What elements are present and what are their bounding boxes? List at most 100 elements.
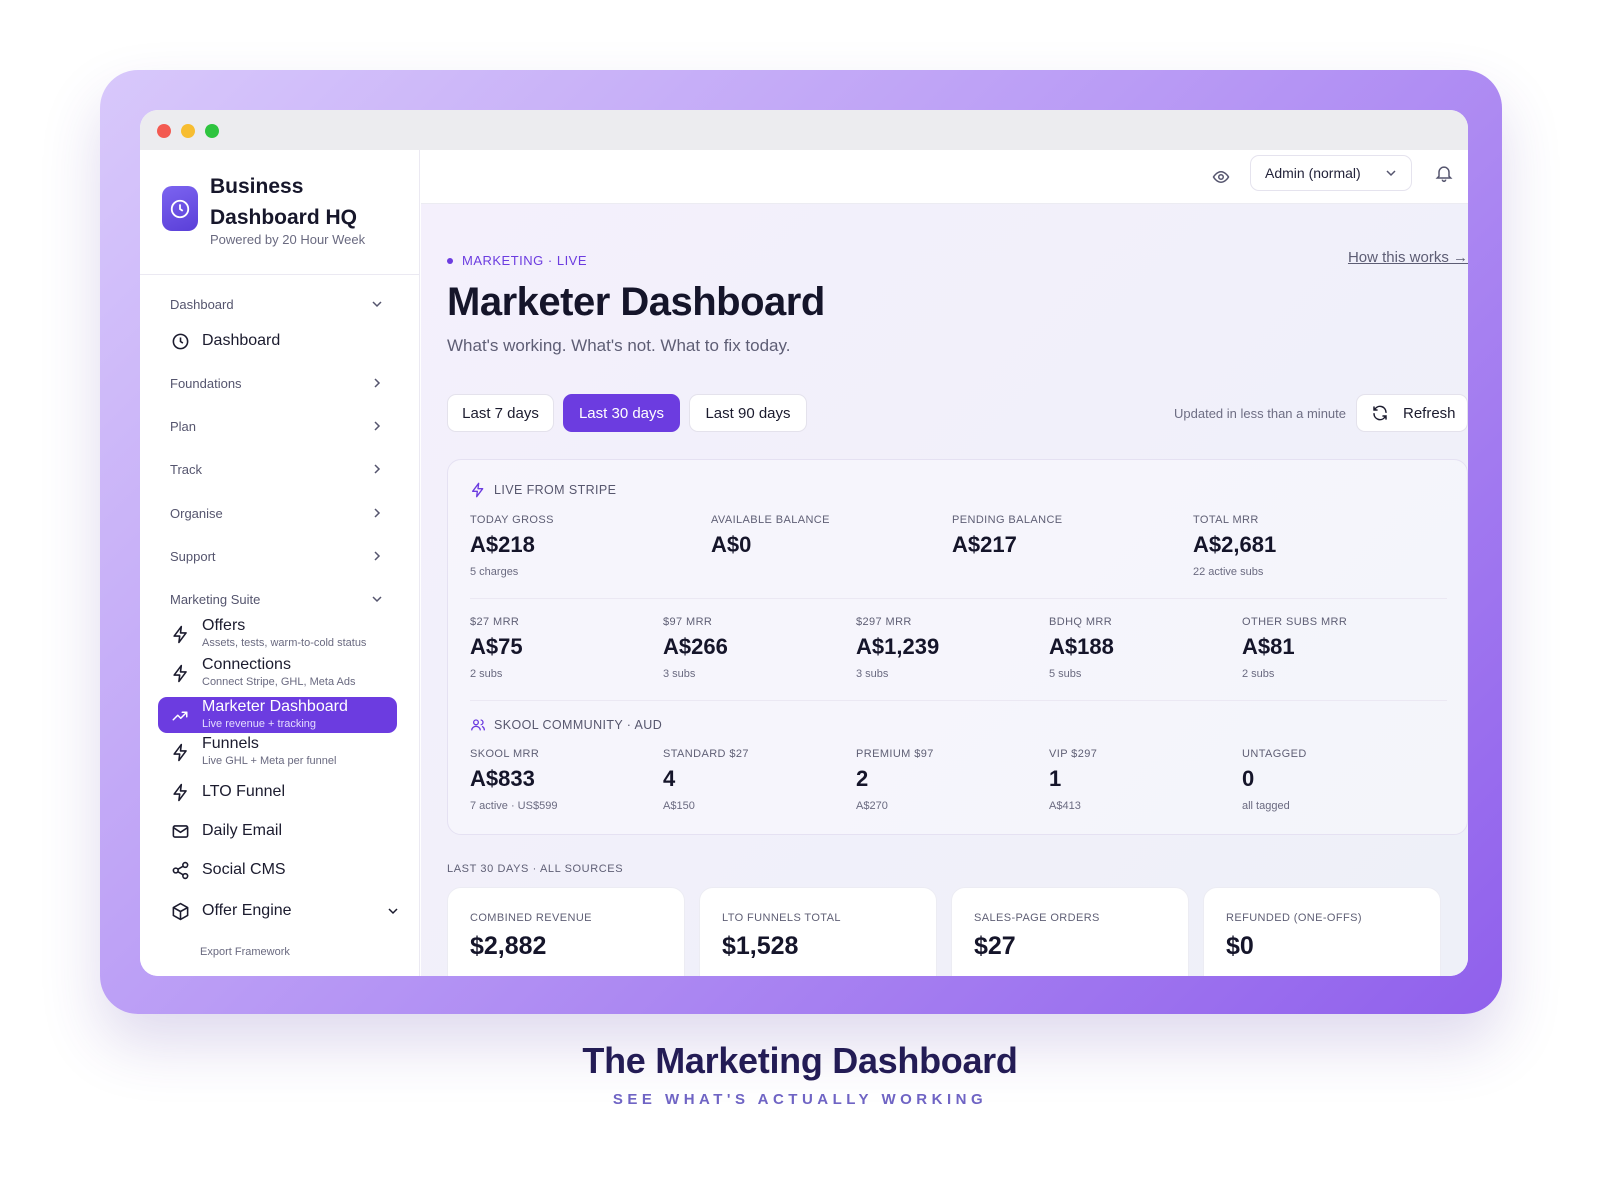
chevron-down-icon bbox=[388, 908, 398, 915]
metric-value: 4 bbox=[663, 766, 676, 791]
metric-sub: 3 subs bbox=[856, 668, 889, 680]
sidebar-item-offer-engine[interactable]: Offer Engine bbox=[170, 896, 399, 926]
metric-27-mrr: $27 MRR A$75 2 subs bbox=[470, 616, 523, 680]
chevron-right-icon bbox=[374, 378, 381, 388]
page-subtitle: What's working. What's not. What to fix … bbox=[447, 336, 791, 355]
metric-sub: A$150 bbox=[663, 800, 695, 812]
metric-today-gross: TODAY GROSS A$218 5 charges bbox=[470, 514, 554, 578]
sidebar-item-export-framework[interactable]: Export Framework bbox=[200, 937, 399, 967]
summary-value: $1,528 bbox=[722, 932, 799, 960]
summary-card-sales-page-orders: SALES-PAGE ORDERS $27 bbox=[951, 887, 1189, 976]
sidebar-item-marketer-dashboard[interactable]: Marketer Dashboard Live revenue + tracki… bbox=[158, 697, 397, 733]
sidebar-item-label: Dashboard bbox=[202, 332, 281, 349]
caption-subtitle: SEE WHAT'S ACTUALLY WORKING bbox=[612, 1091, 988, 1108]
metric-sub: 7 active · US$599 bbox=[470, 800, 558, 812]
range-last-7-days[interactable]: Last 7 days bbox=[447, 394, 554, 432]
range-last-90-days[interactable]: Last 90 days bbox=[689, 394, 807, 432]
metric-value: 1 bbox=[1049, 766, 1062, 791]
chevron-right-icon bbox=[374, 508, 381, 518]
role-select-value: Admin (normal) bbox=[1265, 165, 1361, 181]
range-last-30-days[interactable]: Last 30 days bbox=[563, 394, 680, 432]
minimize-window-button[interactable] bbox=[181, 124, 195, 138]
how-this-works-link[interactable]: How this works → bbox=[1347, 249, 1468, 266]
sidebar-group-dashboard[interactable]: Dashboard bbox=[170, 293, 383, 315]
metric-label: UNTAGGED bbox=[1242, 748, 1307, 760]
group-label: Plan bbox=[170, 418, 197, 434]
sidebar-item-daily-email[interactable]: Daily Email bbox=[170, 816, 399, 846]
maximize-window-button[interactable] bbox=[205, 124, 219, 138]
metric-value: A$75 bbox=[470, 634, 523, 659]
metric-other-subs-mrr: OTHER SUBS MRR A$81 2 subs bbox=[1242, 616, 1347, 680]
summary-value: $2,882 bbox=[470, 932, 547, 960]
chevron-down-icon bbox=[1386, 170, 1396, 177]
divider bbox=[140, 274, 419, 275]
metric-label: TODAY GROSS bbox=[470, 514, 554, 526]
group-label: Support bbox=[170, 548, 216, 564]
sidebar-group-foundations[interactable]: Foundations bbox=[170, 372, 383, 394]
sidebar-item-dashboard[interactable]: Dashboard bbox=[170, 326, 399, 356]
summary-value: $27 bbox=[974, 932, 1016, 960]
page-title: Marketer Dashboard bbox=[447, 280, 825, 324]
live-indicator-dot bbox=[447, 257, 453, 264]
divider bbox=[470, 598, 1447, 599]
metric-label: PREMIUM $97 bbox=[856, 748, 934, 760]
metric-value: A$2,681 bbox=[1193, 532, 1277, 557]
summary-card-lto-funnels: LTO FUNNELS TOTAL $1,528 bbox=[699, 887, 937, 976]
sidebar-item-connections[interactable]: Connections Connect Stripe, GHL, Meta Ad… bbox=[170, 655, 399, 691]
bolt-icon bbox=[172, 783, 187, 801]
metric-value: A$1,239 bbox=[856, 634, 940, 659]
bolt-icon bbox=[172, 664, 187, 682]
metric-value: A$218 bbox=[470, 532, 535, 557]
metric-label: PENDING BALANCE bbox=[952, 514, 1063, 526]
sidebar-item-label: Offer Engine bbox=[202, 902, 292, 919]
sidebar-item-offers[interactable]: Offers Assets, tests, warm-to-cold statu… bbox=[170, 616, 399, 652]
metric-value: A$266 bbox=[663, 634, 728, 659]
role-select[interactable]: Admin (normal) bbox=[1250, 155, 1412, 191]
sidebar-group-marketing-suite[interactable]: Marketing Suite bbox=[170, 588, 383, 610]
metric-value: A$217 bbox=[952, 532, 1017, 557]
metric-sub: A$413 bbox=[1049, 800, 1081, 812]
refresh-icon bbox=[1373, 405, 1387, 421]
sidebar-item-social-cms[interactable]: Social CMS bbox=[170, 855, 399, 885]
sidebar-item-description: Live revenue + tracking bbox=[202, 718, 317, 730]
metric-label: $97 MRR bbox=[663, 616, 713, 628]
sidebar: Business Dashboard HQ Powered by 20 Hour… bbox=[140, 150, 420, 976]
metric-untagged: UNTAGGED 0 all tagged bbox=[1242, 748, 1307, 812]
sidebar-item-label: LTO Funnel bbox=[202, 783, 286, 800]
skool-heading: SKOOL COMMUNITY · AUD bbox=[470, 717, 662, 733]
chevron-down-icon bbox=[372, 301, 382, 308]
cube-icon bbox=[172, 902, 188, 920]
metric-sub: 5 charges bbox=[470, 566, 519, 578]
caption-title: The Marketing Dashboard bbox=[582, 1040, 1018, 1081]
sidebar-item-lto-funnel[interactable]: LTO Funnel bbox=[170, 777, 399, 807]
metric-sub: 2 subs bbox=[470, 668, 503, 680]
summary-card-combined-revenue: COMBINED REVENUE $2,882 bbox=[447, 887, 685, 976]
metric-value: A$81 bbox=[1242, 634, 1295, 659]
sidebar-item-funnels[interactable]: Funnels Live GHL + Meta per funnel bbox=[170, 734, 399, 770]
bell-icon[interactable] bbox=[1434, 163, 1454, 183]
clock-icon bbox=[172, 333, 188, 349]
bolt-icon bbox=[172, 743, 187, 761]
close-window-button[interactable] bbox=[157, 124, 171, 138]
sidebar-group-support[interactable]: Support bbox=[170, 545, 383, 567]
metric-sub: 22 active subs bbox=[1193, 566, 1264, 578]
stripe-heading-label: LIVE FROM STRIPE bbox=[494, 483, 617, 497]
metric-sub: 2 subs bbox=[1242, 668, 1275, 680]
chevron-right-icon bbox=[374, 464, 381, 474]
group-label: Marketing Suite bbox=[170, 591, 261, 607]
main-content: Admin (normal) MARKETING · LIVE How this… bbox=[421, 150, 1468, 976]
eye-icon[interactable] bbox=[1212, 168, 1230, 186]
sidebar-item-label: Funnels bbox=[202, 735, 259, 752]
group-label: Foundations bbox=[170, 375, 242, 391]
chevron-down-icon bbox=[372, 596, 382, 603]
metric-value: A$833 bbox=[470, 766, 535, 791]
bolt-icon bbox=[172, 625, 187, 643]
app-window: Business Dashboard HQ Powered by 20 Hour… bbox=[140, 110, 1468, 976]
metric-sub: 5 subs bbox=[1049, 668, 1082, 680]
summary-value: $0 bbox=[1226, 932, 1254, 960]
sidebar-group-organise[interactable]: Organise bbox=[170, 502, 383, 524]
refresh-button[interactable]: Refresh bbox=[1356, 394, 1468, 432]
sidebar-group-plan[interactable]: Plan bbox=[170, 415, 383, 437]
sidebar-group-track[interactable]: Track bbox=[170, 458, 383, 480]
metric-label: OTHER SUBS MRR bbox=[1242, 616, 1348, 628]
